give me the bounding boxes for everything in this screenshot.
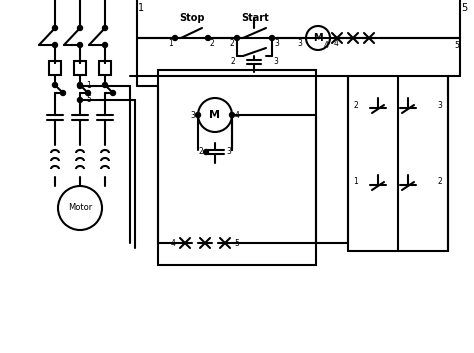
Circle shape — [173, 36, 177, 41]
Bar — [348, 76, 448, 251]
Circle shape — [61, 90, 65, 96]
Circle shape — [110, 90, 116, 96]
Text: 2: 2 — [438, 178, 442, 186]
Text: 2: 2 — [210, 40, 214, 48]
Circle shape — [235, 36, 239, 41]
Circle shape — [229, 113, 235, 118]
Circle shape — [195, 113, 201, 118]
Text: 3: 3 — [438, 101, 442, 109]
Text: 2: 2 — [199, 148, 203, 156]
Text: 2: 2 — [229, 40, 234, 48]
Bar — [158, 70, 316, 265]
Text: Start: Start — [241, 13, 269, 23]
Text: 3: 3 — [227, 148, 231, 156]
Circle shape — [85, 90, 91, 96]
Circle shape — [53, 83, 57, 88]
Text: 5: 5 — [86, 96, 91, 104]
Text: 1: 1 — [138, 3, 144, 13]
Circle shape — [270, 36, 274, 41]
Text: 3: 3 — [274, 40, 280, 48]
Text: 3: 3 — [298, 38, 302, 48]
Text: 4: 4 — [324, 41, 328, 49]
Circle shape — [102, 83, 108, 88]
Text: 2: 2 — [231, 58, 236, 66]
Text: 3: 3 — [273, 58, 278, 66]
Circle shape — [53, 42, 57, 48]
Circle shape — [78, 97, 82, 102]
Circle shape — [78, 42, 82, 48]
Bar — [74, 61, 86, 75]
Text: 1: 1 — [169, 40, 173, 48]
Text: 3: 3 — [191, 110, 195, 120]
Circle shape — [78, 83, 82, 88]
Text: 5: 5 — [455, 41, 459, 49]
Text: 1: 1 — [354, 178, 358, 186]
Circle shape — [78, 84, 82, 89]
Text: 5: 5 — [461, 3, 467, 13]
Text: Motor: Motor — [68, 203, 92, 213]
Text: 4: 4 — [235, 110, 239, 120]
Text: 1: 1 — [86, 82, 91, 90]
Bar — [99, 61, 111, 75]
Circle shape — [206, 36, 210, 41]
Text: Stop: Stop — [179, 13, 205, 23]
Text: M: M — [210, 110, 220, 120]
Text: 4: 4 — [334, 38, 338, 48]
Text: 4: 4 — [171, 239, 175, 247]
Text: 2: 2 — [354, 101, 358, 109]
Text: 5: 5 — [235, 239, 239, 247]
Text: M: M — [313, 33, 323, 43]
Circle shape — [78, 25, 82, 30]
Circle shape — [102, 25, 108, 30]
Circle shape — [203, 150, 209, 155]
Circle shape — [102, 42, 108, 48]
Bar — [49, 61, 61, 75]
Circle shape — [53, 25, 57, 30]
